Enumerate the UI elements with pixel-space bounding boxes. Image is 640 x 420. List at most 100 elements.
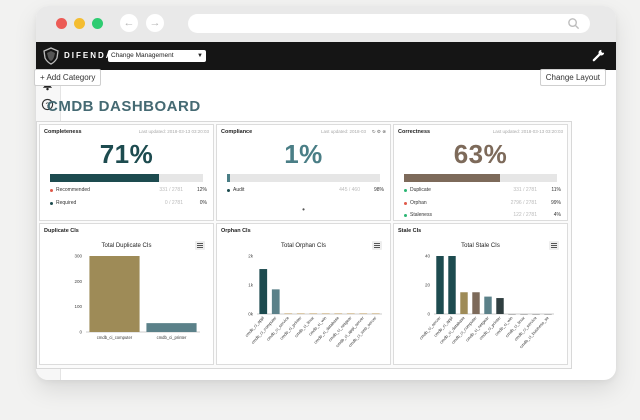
last-updated: Last updated: 2018-03-13 03:20:03 — [492, 129, 563, 134]
app-header: DIFENDA Change Management ▼ — [36, 42, 616, 70]
metric-row-recommended: Recommended 331 / 2781 12% — [50, 186, 207, 194]
bar[interactable] — [309, 313, 318, 315]
bar[interactable] — [321, 313, 330, 315]
page-title: CMDB DASHBOARD — [47, 98, 201, 115]
progress-fill — [227, 174, 231, 182]
metric-percent: 98% — [373, 187, 384, 193]
metric-label: Duplicate — [410, 187, 431, 193]
duplicate-cis-card: Duplicate CIs Total Duplicate CIs 0 100 20… — [39, 223, 214, 365]
bar[interactable] — [284, 313, 293, 315]
menu-icon[interactable] — [372, 241, 382, 250]
bar[interactable] — [508, 314, 516, 315]
wrench-icon[interactable] — [591, 48, 606, 63]
card-title: Correctness — [398, 129, 431, 135]
settings-icon[interactable]: ⚙ — [376, 129, 381, 134]
minimize-window-dot[interactable] — [74, 18, 85, 29]
metric-row-required: Required 0 / 2781 0% — [50, 199, 207, 207]
shield-logo-icon — [43, 47, 59, 65]
bar[interactable] — [371, 313, 380, 315]
metric-row-orphan: Orphan 2796 / 2781 99% — [404, 199, 561, 207]
metric-label: Audit — [233, 187, 245, 193]
brand-name: DIFENDA — [64, 51, 114, 60]
metric-row-staleness: Staleness 122 / 2781 4% — [404, 211, 561, 219]
bar[interactable] — [346, 313, 355, 315]
metric-label: Required — [56, 200, 77, 206]
last-updated: Last updated: 2018-03-13 03:20:03 — [138, 129, 209, 134]
metric-row-duplicate: Duplicate 331 / 2781 11% — [404, 186, 561, 194]
correctness-value: 63% — [453, 139, 508, 169]
metric-row-audit: Audit 445 / 460 98% — [227, 186, 384, 194]
y-tick-label: 20 — [425, 283, 431, 288]
bar[interactable] — [448, 256, 456, 314]
metric-percent: 4% — [553, 212, 561, 218]
bar[interactable] — [520, 314, 528, 315]
close-icon[interactable]: ⊗ — [382, 129, 386, 134]
metric-label: Recommended — [56, 187, 90, 193]
maximize-window-dot[interactable] — [92, 18, 103, 29]
bar[interactable] — [271, 289, 280, 314]
metric-count: 0 / 2781 — [164, 200, 183, 206]
refresh-icon[interactable]: ↻ — [371, 129, 376, 134]
bar[interactable] — [146, 323, 197, 332]
help-icon[interactable]: ? — [41, 98, 54, 111]
metric-percent: 11% — [551, 187, 561, 193]
completeness-card: Completeness Last updated: 2018-03-13 03… — [39, 124, 214, 221]
last-updated: Last updated: 2018-03 — [320, 129, 366, 134]
add-category-button[interactable]: + Add Category — [34, 69, 102, 86]
bar[interactable] — [259, 269, 268, 314]
status-dot — [50, 188, 53, 192]
metric-count: 445 / 460 — [339, 187, 360, 193]
completeness-progress-bar — [50, 174, 203, 182]
bar[interactable] — [472, 292, 480, 314]
metric-count: 331 / 2781 — [159, 187, 183, 193]
close-window-dot[interactable] — [56, 18, 67, 29]
status-dot — [404, 201, 407, 205]
page-indicator[interactable]: • — [302, 205, 305, 214]
completeness-value: 71% — [99, 139, 154, 169]
card-title: Compliance — [221, 129, 253, 135]
card-title: Orphan CIs — [221, 228, 251, 234]
compliance-progress-bar — [227, 174, 380, 182]
orphan-cis-card: Orphan CIs Total Orphan CIs 0k 1k 2k cmdb_c… — [216, 223, 391, 365]
y-tick-label: 200 — [74, 279, 82, 284]
context-select-value: Change Management — [111, 52, 174, 59]
bar[interactable] — [532, 314, 540, 315]
search-icon[interactable] — [567, 17, 580, 30]
back-arrow-icon[interactable]: ← — [120, 14, 138, 32]
y-tick-label: 0 — [427, 312, 430, 317]
status-dot — [227, 188, 230, 192]
bar[interactable] — [334, 313, 343, 315]
bar[interactable] — [89, 256, 140, 332]
correctness-progress-bar — [404, 174, 557, 182]
menu-icon[interactable] — [549, 241, 559, 250]
compliance-card: Compliance Last updated: 2018-03 ↻ ⚙ ⊗ 1… — [216, 124, 391, 221]
bar[interactable] — [484, 296, 492, 314]
address-bar[interactable] — [188, 14, 590, 33]
browser-chrome: ← → — [36, 6, 616, 42]
x-tick-label: cmdb_ci_printer — [157, 335, 187, 340]
bar[interactable] — [544, 314, 552, 315]
chart-title: Total Stale CIs — [461, 243, 500, 249]
metric-count: 2796 / 2781 — [510, 200, 537, 206]
card-actions[interactable]: ↻ ⚙ ⊗ — [372, 129, 386, 135]
status-dot — [50, 201, 53, 205]
metric-label: Staleness — [410, 212, 432, 218]
bar[interactable] — [460, 292, 468, 314]
bar[interactable] — [436, 256, 444, 314]
change-layout-button[interactable]: Change Layout — [539, 69, 606, 86]
y-tick-label: 2k — [248, 254, 254, 259]
y-tick-label: 0k — [248, 312, 254, 317]
bar[interactable] — [296, 313, 305, 315]
y-tick-label: 300 — [74, 254, 82, 259]
metric-percent: 0% — [199, 200, 207, 206]
correctness-card: Correctness Last updated: 2018-03-13 03:… — [393, 124, 568, 221]
menu-icon[interactable] — [195, 241, 205, 250]
forward-arrow-icon[interactable]: → — [146, 14, 164, 32]
dashboard-grid: Completeness Last updated: 2018-03-13 03… — [36, 121, 572, 369]
context-select[interactable]: Change Management ▼ — [108, 50, 206, 62]
bar[interactable] — [496, 298, 504, 314]
bar[interactable] — [359, 313, 368, 315]
metric-count: 122 / 2781 — [513, 212, 537, 218]
card-title: Stale CIs — [398, 228, 422, 234]
progress-fill — [50, 174, 159, 182]
